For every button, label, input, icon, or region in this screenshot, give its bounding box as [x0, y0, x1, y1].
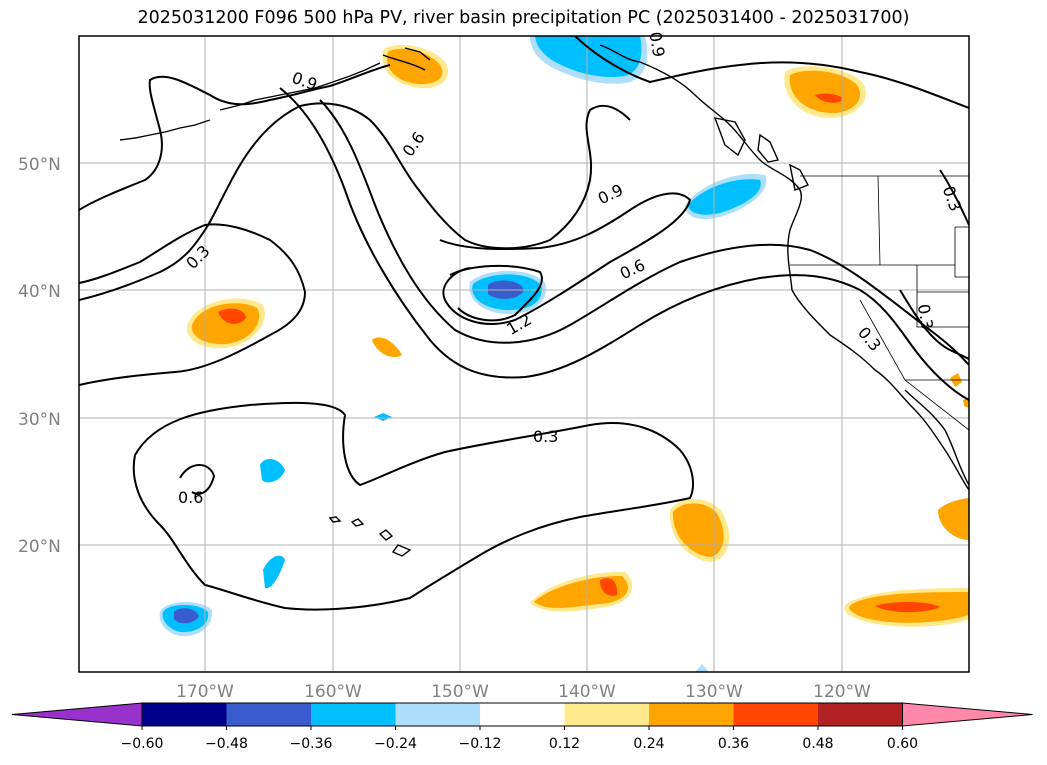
- contour-label: 0.3: [533, 427, 558, 446]
- colorbar-segment: [480, 703, 565, 726]
- precip-negative-blob: [174, 608, 199, 624]
- precip-negative-blob: [260, 458, 285, 483]
- contour-label: 0.9: [645, 30, 668, 58]
- contour-label: 0.6: [178, 488, 203, 507]
- colorbar-tick-label: −0.60: [121, 736, 164, 752]
- colorbar-tick-label: −0.36: [290, 736, 333, 752]
- map-frame: [78, 35, 970, 673]
- colorbar: −0.60 −0.48 −0.36 −0.24 −0.12 0.12 0.24 0.36 0.4…: [11, 702, 1033, 752]
- coastlines: [119, 44, 969, 557]
- lon-labels: 170°W 160°W 150°W 140°W 130°W 120°W: [176, 682, 871, 702]
- lat-label: 40°N: [18, 282, 61, 302]
- colorbar-outline: [141, 702, 903, 727]
- colorbar-tick-label: −0.12: [459, 736, 502, 752]
- lon-label: 150°W: [431, 682, 489, 702]
- lat-label: 50°N: [18, 155, 61, 175]
- contour-label: 0.3: [914, 303, 937, 331]
- lat-labels: 50°N 40°N 30°N 20°N: [18, 155, 61, 557]
- lon-label: 140°W: [558, 682, 616, 702]
- lon-label: 170°W: [176, 682, 234, 702]
- precip-positive-blob: [387, 48, 443, 85]
- precip-positive-blob: [815, 93, 843, 103]
- colorbar-segment: [226, 703, 311, 726]
- colorbar-segment: [142, 703, 227, 726]
- precip-positive-blob: [372, 337, 402, 358]
- colorbar-segment: [564, 703, 649, 726]
- precip-negative-blob: [695, 664, 709, 672]
- figure-title: 2025031200 F096 500 hPa PV, river basin …: [137, 8, 910, 28]
- colorbar-tick-label: 0.48: [802, 736, 833, 752]
- colorbar-segment: [311, 703, 396, 726]
- lat-label: 20°N: [18, 537, 61, 557]
- graticule: [79, 36, 969, 672]
- colorbar-tick-label: 0.12: [549, 736, 580, 752]
- colorbar-segment: [818, 703, 903, 726]
- colorbar-extend-low: [11, 702, 143, 727]
- precip-positive-blob: [672, 503, 724, 557]
- colorbar-tick-label: −0.24: [374, 736, 417, 752]
- precip-negative-blob: [688, 179, 761, 215]
- precip-positive-blob: [938, 498, 969, 540]
- pv-contours: [79, 36, 969, 611]
- lon-label: 120°W: [813, 682, 871, 702]
- state-borders: [790, 175, 969, 431]
- colorbar-tick-label: 0.36: [718, 736, 749, 752]
- colorbar-tick-label: −0.48: [205, 736, 248, 752]
- colorbar-extend-high: [902, 702, 1033, 727]
- precip-positive-blob: [875, 601, 940, 613]
- precip-positive-blob: [218, 308, 246, 324]
- map-area: [79, 36, 969, 672]
- colorbar-segment: [649, 703, 734, 726]
- colorbar-segment: [395, 703, 480, 726]
- precip-positive-blob: [600, 578, 618, 596]
- lon-label: 160°W: [304, 682, 362, 702]
- colorbar-tick-label: 0.24: [633, 736, 664, 752]
- colorbar-tick-label: 0.60: [887, 736, 918, 752]
- precip-negative-blob: [263, 555, 285, 589]
- lat-label: 30°N: [18, 410, 61, 430]
- precip-negative-blob: [374, 413, 392, 421]
- lon-label: 130°W: [685, 682, 743, 702]
- precip-positive-blob: [789, 70, 861, 114]
- colorbar-segment: [733, 703, 818, 726]
